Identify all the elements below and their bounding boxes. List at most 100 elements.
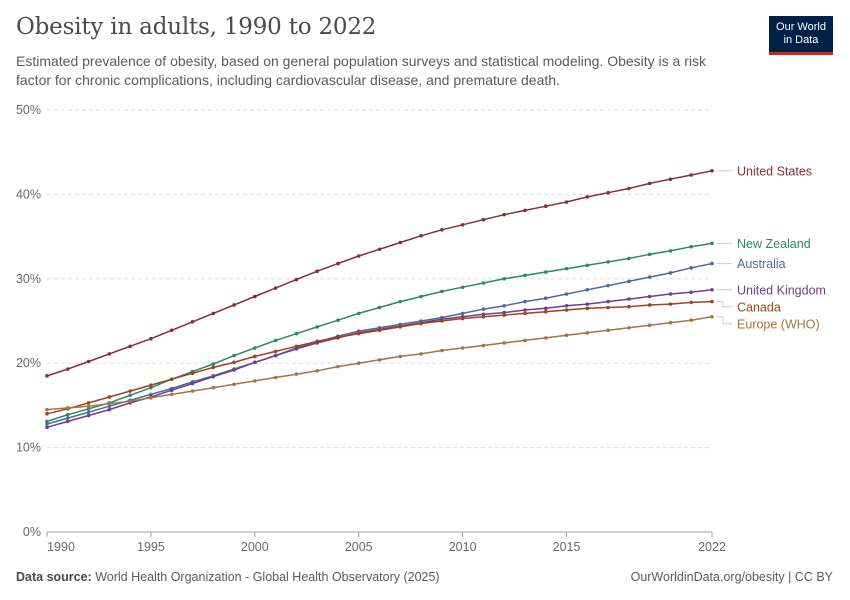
data-point [190,389,195,393]
data-point [543,309,548,314]
data-point [543,296,548,301]
data-point [440,319,444,323]
data-point [45,422,49,426]
data-point [440,289,444,294]
data-point [460,222,465,227]
data-point [564,266,569,271]
data-point [294,344,299,349]
x-tick-label: 2005 [345,540,373,554]
data-point [502,341,506,345]
x-tick-label: 2010 [449,540,477,554]
data-point [149,383,153,387]
series-line [46,262,713,425]
series-labels: United States New Zealand Australia United … [716,164,826,331]
series-lines [45,168,714,430]
data-point [627,279,631,284]
data-point [627,186,631,191]
x-axis: 1990 1995 2000 2005 2010 2015 2022 [46,531,726,554]
data-point [336,335,340,339]
footer-url[interactable]: OurWorldinData.org/obesity | CC BY [630,570,833,584]
owid-logo[interactable]: Our World in Data [769,16,833,55]
data-point [107,404,112,409]
data-point [65,406,70,410]
series-label: Canada [737,300,781,314]
data-point [232,353,236,358]
data-point [86,410,91,414]
data-point [710,314,714,319]
data-point [149,385,153,390]
data-point [377,305,382,310]
data-point [253,379,257,383]
data-point [273,338,278,343]
data-point [315,339,319,344]
data-point [211,365,216,370]
data-point [564,304,569,308]
data-point [294,372,299,376]
data-point [647,323,652,328]
data-point [710,168,714,173]
data-point [606,283,610,288]
data-point [336,364,340,369]
data-point [481,312,486,317]
data-point [481,281,486,285]
data-point [543,270,548,274]
data-point [689,173,694,177]
data-point [647,181,652,186]
data-point [377,358,382,362]
data-point [689,266,694,270]
x-tick-label: 1990 [47,540,75,554]
data-point [647,294,652,299]
data-point [502,313,506,317]
line-chart: 0% 10% 20% 30% 40% 50% 1990 1995 2000 2005 2010 20… [16,103,826,554]
chart-subtitle: Estimated prevalence of obesity, based o… [16,53,706,88]
data-point [585,302,590,306]
data-point [647,303,652,307]
data-point [169,328,174,333]
data-point [523,208,527,213]
data-point [668,320,673,325]
data-point [419,294,423,299]
data-point [273,375,278,380]
data-point [356,311,361,316]
data-point [627,304,631,309]
data-point [564,200,569,204]
data-point [460,346,465,350]
data-point [294,347,299,351]
data-point [460,316,465,321]
data-point [45,425,49,430]
data-point [377,247,382,252]
data-point [253,294,257,299]
series-line [46,242,713,423]
data-point [689,318,694,322]
x-tick-label: 2022 [698,540,726,554]
data-point [149,336,153,341]
data-point [585,287,590,292]
data-point [149,396,153,400]
series-label: Europe (WHO) [737,317,820,331]
data-point [356,254,361,258]
data-point [45,407,49,412]
data-point [356,361,361,366]
data-point [523,311,527,316]
source-text[interactable]: World Health Organization - Global Healt… [95,570,440,584]
data-point [86,413,91,418]
data-point [45,374,49,378]
data-point [606,260,610,264]
x-tick-label: 1995 [137,540,165,554]
data-point [128,344,132,349]
data-point [564,333,569,338]
data-point [232,360,236,365]
data-point [398,299,403,304]
data-point [689,290,694,295]
series-line [46,300,713,415]
data-point [647,275,652,279]
data-point [273,353,278,358]
data-point [627,297,631,301]
data-point [294,331,299,336]
data-point [585,263,590,268]
data-point [128,399,132,403]
data-point [585,306,590,311]
data-point [190,320,195,324]
data-point [502,304,506,308]
data-point [253,346,257,350]
